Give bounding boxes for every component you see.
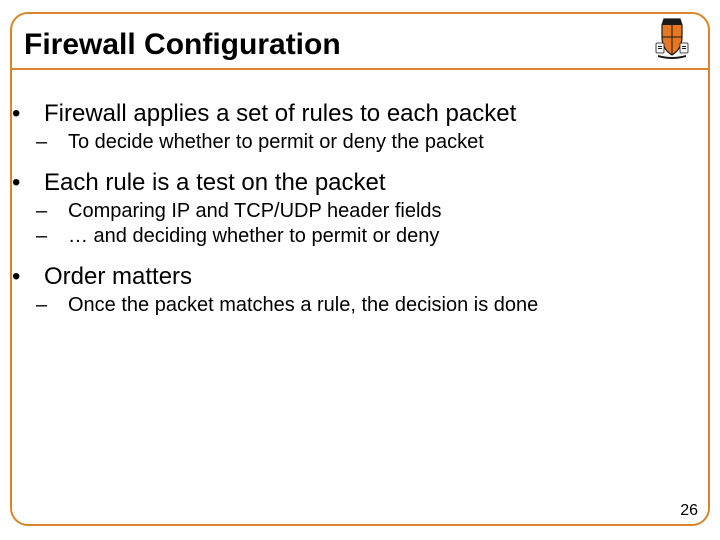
bullet-l2: –To decide whether to permit or deny the…	[54, 130, 690, 155]
bullet-l1-text: Firewall applies a set of rules to each …	[44, 100, 516, 127]
bullet-l2: –Once the packet matches a rule, the dec…	[54, 293, 690, 318]
bullet-l2-text: … and deciding whether to permit or deny	[68, 225, 439, 247]
slide-title: Firewall Configuration	[24, 28, 648, 62]
bullet-block: •Order matters –Once the packet matches …	[30, 263, 690, 318]
bullet-block: •Each rule is a test on the packet –Comp…	[30, 169, 690, 249]
slide-body: •Firewall applies a set of rules to each…	[30, 86, 690, 330]
bullet-l2-text: To decide whether to permit or deny the …	[68, 131, 484, 153]
title-bar: Firewall Configuration	[10, 12, 710, 70]
bullet-l2: –Comparing IP and TCP/UDP header fields	[54, 199, 690, 224]
bullet-l1: •Each rule is a test on the packet	[30, 169, 690, 197]
bullet-block: •Firewall applies a set of rules to each…	[30, 100, 690, 155]
page-number: 26	[680, 502, 698, 520]
bullet-l1: •Order matters	[30, 263, 690, 291]
bullet-l1-text: Each rule is a test on the packet	[44, 169, 386, 196]
bullet-l2: –… and deciding whether to permit or den…	[54, 224, 690, 249]
bullet-l2-text: Comparing IP and TCP/UDP header fields	[68, 200, 442, 222]
university-crest-icon	[648, 13, 696, 61]
bullet-l2-text: Once the packet matches a rule, the deci…	[68, 294, 538, 316]
bullet-l1-text: Order matters	[44, 263, 192, 290]
bullet-l1: •Firewall applies a set of rules to each…	[30, 100, 690, 128]
